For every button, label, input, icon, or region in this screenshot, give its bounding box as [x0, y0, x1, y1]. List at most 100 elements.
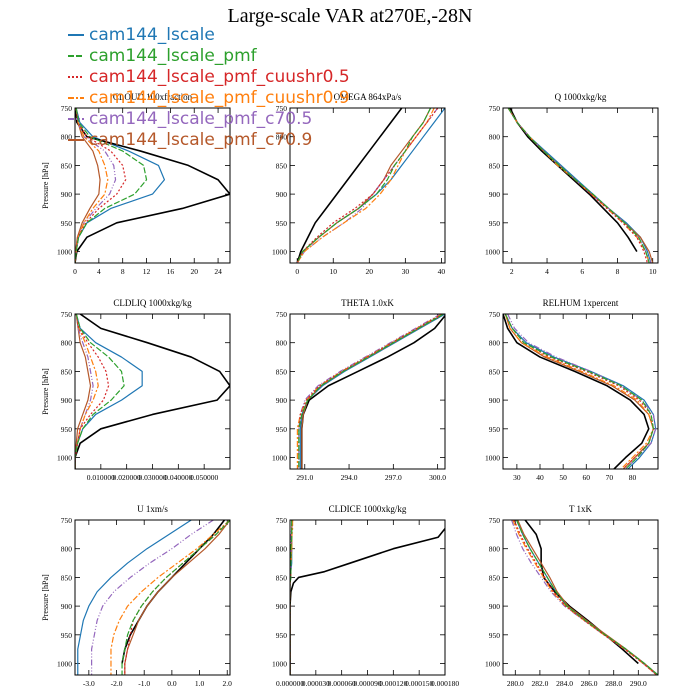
y-tick-label: 950: [489, 631, 501, 640]
y-tick-label: 750: [489, 516, 501, 525]
x-tick-label: 8: [616, 267, 620, 276]
x-tick-label: 8: [121, 267, 125, 276]
x-tick-label: 284.0: [556, 679, 573, 688]
series-line-cam144_lscale_pmf_c70.5: [511, 520, 658, 675]
panel-frame: [502, 107, 659, 264]
y-tick-label: 950: [61, 219, 73, 228]
legend-entry: cam144_lscale_pmf_cuushr0.9: [89, 88, 350, 108]
figure-title: Large-scale VAR at270E,-28N: [228, 5, 473, 27]
x-tick-label: 0.000030: [302, 679, 330, 688]
x-tick-label: 0.020000: [113, 473, 141, 482]
y-tick-label: 900: [61, 190, 73, 199]
x-tick-label: 290.0: [630, 679, 647, 688]
legend-entry: cam144_lscale_pmf: [89, 46, 258, 66]
panel-4: CLDLIQ 1000xkg/kg 750 800 850 900 950 1000 0.01…: [41, 298, 231, 482]
x-tick-label: 0.000000: [276, 679, 304, 688]
panel-title: U 1xm/s: [137, 504, 168, 514]
panel-8: CLDICE 1000xkg/kg 750 800 850 900 950 1000 0.00…: [272, 504, 459, 688]
series-line-cam144_lscale_pmf_cuushr0.5: [296, 108, 439, 263]
series-line-obs: [296, 108, 403, 263]
series-line-cam144_lscale_pmf: [504, 314, 654, 469]
y-tick-label: 800: [61, 339, 73, 348]
y-tick-label: 750: [276, 516, 288, 525]
y-axis-label: Pressure [hPa]: [41, 162, 50, 209]
y-tick-label: 900: [276, 396, 288, 405]
y-tick-label: 950: [61, 425, 73, 434]
y-tick-label: 900: [276, 190, 288, 199]
series-line-obs: [509, 108, 638, 252]
legend-entry: cam144_lscale_pmf_c70.9: [89, 130, 312, 150]
y-axis-label: Pressure [hPa]: [41, 368, 50, 415]
x-tick-label: 4: [545, 267, 549, 276]
y-tick-label: 900: [61, 602, 73, 611]
y-tick-label: 950: [489, 425, 501, 434]
y-tick-label: 1000: [485, 248, 500, 257]
panel-5: THETA 1.0xK 750 800 850 900 950 1000 291.0 294.0…: [272, 298, 446, 482]
y-tick-label: 750: [489, 310, 501, 319]
panel-6: RELHUM 1xpercent 750 800 850 900 950 1000 30 40 5…: [485, 298, 659, 482]
y-tick-label: 950: [276, 425, 288, 434]
x-tick-label: 0.000120: [379, 679, 407, 688]
series-line-cam144_lscale_pmf_c70.5: [290, 520, 293, 675]
series-line-cam144_lscale_pmf: [121, 520, 230, 675]
series-group: [503, 314, 657, 469]
x-tick-label: 0.000180: [431, 679, 459, 688]
series-line-cam144_lscale: [77, 520, 192, 675]
series-line-cam144_lscale_pmf_cuushr0.5: [75, 108, 127, 263]
series-line-cam144_lscale_pmf_c70.5: [91, 520, 214, 675]
x-tick-label: 0.040000: [164, 473, 192, 482]
x-tick-label: 0.000150: [405, 679, 433, 688]
y-tick-label: 850: [276, 367, 288, 376]
x-tick-label: 20: [190, 267, 198, 276]
series-line-cam144_lscale_pmf: [515, 520, 658, 675]
panel-title: T 1xK: [569, 504, 593, 514]
panel-title: CLDICE 1000xkg/kg: [329, 504, 407, 514]
series-group: [296, 314, 445, 469]
series-line-cam144_lscale_pmf_c70.9: [75, 314, 92, 469]
y-tick-label: 750: [61, 310, 73, 319]
series-line-cam144_lscale_pmf_cuushr0.9: [110, 520, 230, 675]
x-tick-label: -1.0: [138, 679, 150, 688]
panel-frame: [289, 519, 446, 676]
panel-title: CLDLIQ 1000xkg/kg: [113, 298, 192, 308]
y-tick-label: 750: [61, 104, 73, 113]
series-line-obs: [75, 314, 230, 469]
panel-frame: [74, 107, 231, 264]
y-axis-label: Pressure [hPa]: [41, 574, 50, 621]
x-tick-label: 297.0: [385, 473, 402, 482]
x-tick-label: 0.050000: [190, 473, 218, 482]
x-tick-label: 70: [606, 473, 614, 482]
x-tick-label: 0.0: [167, 679, 177, 688]
y-tick-label: 800: [276, 339, 288, 348]
y-tick-label: 850: [61, 367, 73, 376]
panel-2: OMEGA 864xPa/s 750 800 850 900 950 1000 0 10 20 30…: [272, 92, 446, 276]
x-tick-label: 12: [143, 267, 151, 276]
x-tick-label: 4: [97, 267, 101, 276]
x-tick-label: 16: [167, 267, 175, 276]
x-tick-label: 20: [366, 267, 374, 276]
panel-title: RELHUM 1xpercent: [543, 298, 619, 308]
series-line-cam144_lscale_pmf_cuushr0.9: [290, 520, 294, 675]
y-tick-label: 950: [61, 631, 73, 640]
y-tick-label: 800: [61, 545, 73, 554]
x-tick-label: 80: [629, 473, 637, 482]
y-tick-label: 750: [276, 310, 288, 319]
y-tick-label: 900: [489, 190, 501, 199]
y-tick-label: 800: [61, 133, 73, 142]
y-tick-label: 850: [276, 573, 288, 582]
x-tick-label: 40: [438, 267, 446, 276]
y-tick-label: 850: [489, 161, 501, 170]
x-tick-label: 294.0: [341, 473, 358, 482]
series-line-cam144_lscale_pmf_cuushr0.9: [296, 108, 435, 263]
panel-frame: [502, 519, 659, 676]
series-group: [290, 520, 445, 675]
x-tick-label: 0: [73, 267, 77, 276]
x-tick-label: 282.0: [531, 679, 548, 688]
panel-title: OMEGA 864xPa/s: [334, 92, 402, 102]
panel-3: Q 1000xkg/kg 750 800 850 900 950 1000 2 4 6 8 10: [485, 92, 659, 276]
series-group: [296, 108, 445, 263]
x-tick-label: 2.0: [223, 679, 233, 688]
